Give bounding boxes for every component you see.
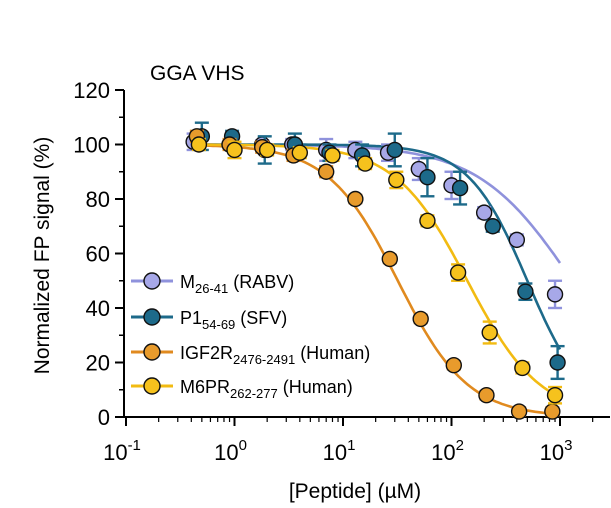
fit-curve-m xyxy=(191,143,562,264)
x-axis-title: [Peptide] (µM) xyxy=(289,480,421,503)
legend: M26-41 (RABV) P154-69 (SFV) IGF2R2476-2491… xyxy=(131,272,370,401)
data-point-p1 xyxy=(386,141,403,159)
data-point-p1 xyxy=(484,218,501,235)
legend-label-m6pr: M6PR262-277 (Human) xyxy=(180,377,353,401)
data-point-igf2r xyxy=(381,250,399,268)
legend-label-m: M26-41 (RABV) xyxy=(180,272,294,296)
y-tick-label: 100 xyxy=(73,133,110,158)
data-point-m6pr xyxy=(258,141,276,159)
y-tick-label: 120 xyxy=(73,78,110,103)
fit-curve-igf2r xyxy=(191,143,561,416)
axes: 0 20 40 60 80 100 120 10-1 100 101 102 103 xyxy=(73,78,610,465)
data-point-igf2r xyxy=(544,403,561,420)
y-tick-label: 60 xyxy=(86,242,110,267)
data-point-m6pr xyxy=(514,359,531,377)
series-p1 xyxy=(193,121,566,381)
legend-marker-p1 xyxy=(143,308,161,326)
data-point-m6pr xyxy=(388,171,405,189)
x-tick-label: 102 xyxy=(431,437,464,465)
data-point-m6pr xyxy=(449,264,467,281)
data-point-p1 xyxy=(549,354,566,371)
legend-marker-m xyxy=(143,272,161,290)
data-point-m6pr xyxy=(356,155,374,172)
data-point-p1 xyxy=(451,179,469,197)
x-tick-label: 103 xyxy=(540,437,573,465)
data-point-m6pr xyxy=(419,212,436,230)
y-tick-label: 80 xyxy=(86,187,110,212)
y-tick-label: 40 xyxy=(86,296,110,321)
data-point-m6pr xyxy=(481,324,498,341)
legend-label-p1: P154-69 (SFV) xyxy=(180,308,287,332)
y-axis-title: Normalized FP signal (%) xyxy=(31,137,54,375)
data-point-igf2r xyxy=(445,357,462,374)
data-point-m xyxy=(475,204,493,221)
data-point-igf2r xyxy=(317,163,335,180)
data-point-p1 xyxy=(517,283,534,300)
series-m6pr xyxy=(190,136,564,405)
data-points xyxy=(185,121,566,420)
data-point-igf2r xyxy=(478,387,495,404)
chart-title: GGA VHS xyxy=(150,62,245,85)
x-tick-label: 101 xyxy=(323,437,356,465)
data-point-m xyxy=(546,286,564,303)
data-point-m6pr xyxy=(190,136,208,153)
fit-curves xyxy=(191,143,562,416)
x-tick-label: 100 xyxy=(214,437,247,465)
data-point-igf2r xyxy=(347,190,364,208)
data-point-p1 xyxy=(419,168,436,186)
data-point-m6pr xyxy=(546,387,564,404)
legend-marker-igf2r xyxy=(143,343,161,361)
x-tick-label: 10-1 xyxy=(103,437,141,465)
data-point-m xyxy=(508,231,526,249)
y-tick-label: 0 xyxy=(98,405,110,430)
legend-marker-m6pr xyxy=(143,377,161,395)
data-point-igf2r xyxy=(412,310,429,328)
data-point-m6pr xyxy=(291,144,309,161)
data-point-m6pr xyxy=(324,147,341,164)
data-point-igf2r xyxy=(510,403,528,420)
y-tick-label: 20 xyxy=(86,351,110,376)
data-point-m6pr xyxy=(226,141,243,159)
fit-curve-m6pr xyxy=(191,143,561,399)
legend-label-igf2r: IGF2R2476-2491 (Human) xyxy=(180,343,370,367)
